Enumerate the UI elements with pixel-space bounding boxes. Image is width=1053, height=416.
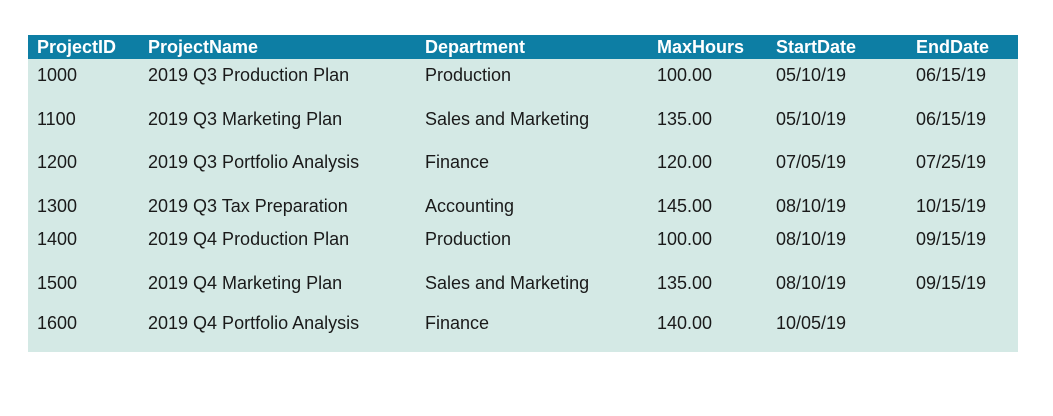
cell-project-id: 1000 — [37, 65, 78, 85]
table-row[interactable]: 1000 2019 Q3 Production Plan Production … — [28, 65, 1018, 87]
cell-max-hours: 100.00 — [657, 65, 713, 85]
cell-department: Sales and Marketing — [425, 109, 590, 129]
cell-max-hours: 100.00 — [657, 229, 713, 249]
cell-department: Finance — [425, 152, 490, 172]
cell-department: Production — [425, 65, 512, 85]
cell-project-name: 2019 Q4 Marketing Plan — [148, 273, 343, 293]
cell-project-id: 1500 — [37, 273, 78, 293]
table-row[interactable]: 1400 2019 Q4 Production Plan Production … — [28, 229, 1018, 251]
cell-project-name: 2019 Q3 Production Plan — [148, 65, 350, 85]
cell-start-date: 05/10/19 — [776, 65, 847, 85]
cell-project-name: 2019 Q3 Tax Preparation — [148, 196, 348, 216]
cell-max-hours: 135.00 — [657, 273, 713, 293]
cell-start-date: 08/10/19 — [776, 273, 847, 293]
cell-start-date: 08/10/19 — [776, 229, 847, 249]
cell-project-name: 2019 Q3 Portfolio Analysis — [148, 152, 360, 172]
cell-max-hours: 145.00 — [657, 196, 713, 216]
cell-department: Finance — [425, 313, 490, 333]
cell-department: Production — [425, 229, 512, 249]
column-header-start-date[interactable]: StartDate — [776, 37, 857, 57]
cell-project-id: 1600 — [37, 313, 78, 333]
projects-table: ProjectID ProjectName Department MaxHour… — [28, 35, 1018, 352]
table-row[interactable]: 1300 2019 Q3 Tax Preparation Accounting … — [28, 196, 1018, 218]
cell-end-date: 10/15/19 — [916, 196, 987, 216]
cell-max-hours: 135.00 — [657, 109, 713, 129]
cell-project-id: 1200 — [37, 152, 78, 172]
cell-max-hours: 140.00 — [657, 313, 713, 333]
cell-end-date: 06/15/19 — [916, 65, 987, 85]
column-header-end-date[interactable]: EndDate — [916, 37, 990, 57]
cell-max-hours: 120.00 — [657, 152, 713, 172]
cell-project-name: 2019 Q4 Portfolio Analysis — [148, 313, 360, 333]
cell-start-date: 07/05/19 — [776, 152, 847, 172]
column-header-department[interactable]: Department — [425, 37, 526, 57]
table-row[interactable]: 1200 2019 Q3 Portfolio Analysis Finance … — [28, 152, 1018, 174]
cell-end-date: 06/15/19 — [916, 109, 987, 129]
column-header-project-name[interactable]: ProjectName — [148, 37, 259, 57]
table-row[interactable]: 1100 2019 Q3 Marketing Plan Sales and Ma… — [28, 109, 1018, 131]
cell-start-date: 05/10/19 — [776, 109, 847, 129]
cell-project-name: 2019 Q4 Production Plan — [148, 229, 350, 249]
cell-project-name: 2019 Q3 Marketing Plan — [148, 109, 343, 129]
cell-end-date: 07/25/19 — [916, 152, 987, 172]
cell-start-date: 08/10/19 — [776, 196, 847, 216]
cell-project-id: 1100 — [37, 109, 76, 129]
column-header-project-id[interactable]: ProjectID — [37, 37, 117, 57]
cell-department: Accounting — [425, 196, 515, 216]
cell-start-date: 10/05/19 — [776, 313, 847, 333]
cell-end-date: 09/15/19 — [916, 273, 987, 293]
table-row[interactable]: 1500 2019 Q4 Marketing Plan Sales and Ma… — [28, 273, 1018, 295]
cell-department: Sales and Marketing — [425, 273, 590, 293]
table-header-row: ProjectID ProjectName Department MaxHour… — [28, 35, 1018, 59]
cell-project-id: 1300 — [37, 196, 78, 216]
table-row[interactable]: 1600 2019 Q4 Portfolio Analysis Finance … — [28, 313, 1018, 335]
column-header-max-hours[interactable]: MaxHours — [657, 37, 745, 57]
cell-project-id: 1400 — [37, 229, 78, 249]
cell-end-date: 09/15/19 — [916, 229, 987, 249]
